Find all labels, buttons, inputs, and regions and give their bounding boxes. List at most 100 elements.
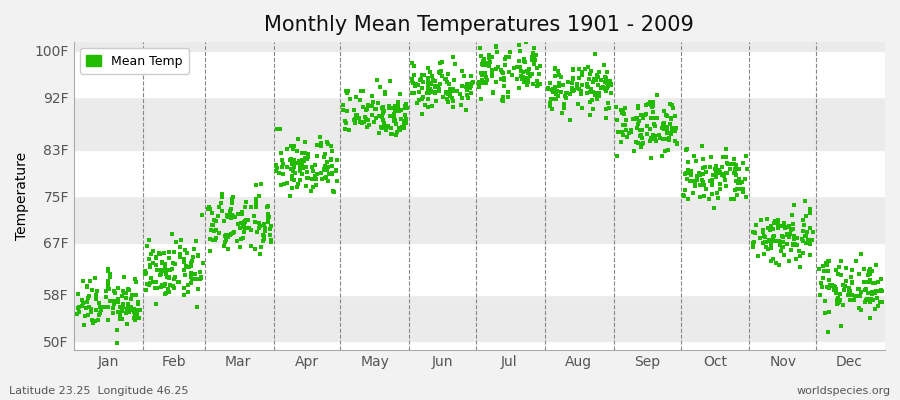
- Point: [663, 130, 678, 137]
- Point: [284, 156, 298, 162]
- Point: [735, 186, 750, 192]
- Point: [858, 299, 872, 306]
- Point: [440, 95, 454, 102]
- Point: [177, 256, 192, 262]
- Point: [795, 236, 809, 242]
- Point: [497, 77, 511, 83]
- Point: [325, 163, 339, 170]
- Point: [821, 268, 835, 274]
- Point: [424, 81, 438, 88]
- Point: [258, 228, 273, 234]
- Point: [657, 108, 671, 114]
- Point: [599, 69, 614, 75]
- Point: [298, 138, 312, 145]
- Point: [761, 238, 776, 244]
- Point: [424, 88, 438, 95]
- Point: [749, 222, 763, 228]
- Point: [669, 138, 683, 144]
- Point: [374, 124, 388, 130]
- Point: [556, 101, 571, 108]
- Point: [769, 218, 783, 225]
- Point: [143, 262, 157, 268]
- Point: [718, 170, 733, 176]
- Point: [771, 222, 786, 228]
- Point: [775, 238, 789, 245]
- Point: [844, 267, 859, 273]
- Point: [143, 280, 157, 286]
- Point: [423, 69, 437, 76]
- Point: [302, 175, 316, 181]
- Point: [78, 313, 93, 319]
- Point: [479, 74, 493, 80]
- Point: [822, 258, 836, 264]
- Point: [306, 168, 320, 174]
- Point: [616, 129, 630, 135]
- Point: [355, 120, 369, 126]
- Point: [656, 122, 670, 128]
- Point: [554, 89, 568, 95]
- Point: [244, 243, 258, 250]
- Point: [860, 272, 875, 278]
- Point: [177, 285, 192, 292]
- Point: [544, 96, 559, 102]
- Point: [614, 139, 628, 145]
- Point: [626, 116, 641, 122]
- Point: [586, 79, 600, 85]
- Point: [261, 210, 275, 217]
- Point: [518, 74, 533, 81]
- Point: [310, 142, 325, 149]
- Point: [713, 180, 727, 187]
- Point: [155, 259, 169, 265]
- Point: [285, 145, 300, 152]
- Point: [413, 76, 428, 82]
- Point: [783, 231, 797, 238]
- Point: [368, 106, 382, 112]
- Point: [101, 304, 115, 310]
- Point: [720, 160, 734, 166]
- Point: [740, 166, 754, 172]
- Point: [425, 73, 439, 79]
- Point: [256, 222, 271, 228]
- Point: [767, 238, 781, 244]
- Point: [382, 78, 397, 85]
- Point: [89, 306, 104, 313]
- Point: [274, 182, 289, 188]
- Point: [803, 252, 817, 258]
- Point: [102, 286, 116, 292]
- Point: [588, 92, 602, 98]
- Point: [76, 322, 91, 328]
- Point: [284, 176, 299, 182]
- Point: [128, 316, 142, 323]
- Point: [494, 76, 508, 82]
- Point: [348, 113, 363, 119]
- Point: [680, 146, 694, 152]
- Point: [529, 52, 544, 58]
- Point: [224, 212, 238, 218]
- Point: [834, 258, 849, 264]
- Point: [603, 82, 617, 88]
- Point: [688, 179, 703, 185]
- Point: [274, 150, 288, 156]
- Point: [220, 212, 234, 218]
- Point: [179, 250, 194, 256]
- Point: [454, 94, 469, 101]
- Point: [442, 81, 456, 87]
- Point: [115, 293, 130, 299]
- Point: [796, 216, 810, 223]
- Point: [415, 111, 429, 118]
- Point: [797, 197, 812, 204]
- Point: [816, 268, 831, 274]
- Point: [423, 88, 437, 94]
- Point: [353, 119, 367, 125]
- Point: [209, 227, 223, 234]
- Point: [781, 258, 796, 264]
- Point: [227, 229, 241, 235]
- Point: [874, 276, 888, 282]
- Point: [146, 279, 160, 286]
- Point: [173, 251, 187, 257]
- Point: [799, 233, 814, 239]
- Point: [600, 83, 615, 89]
- Point: [111, 298, 125, 305]
- Point: [256, 231, 270, 238]
- Point: [449, 88, 464, 94]
